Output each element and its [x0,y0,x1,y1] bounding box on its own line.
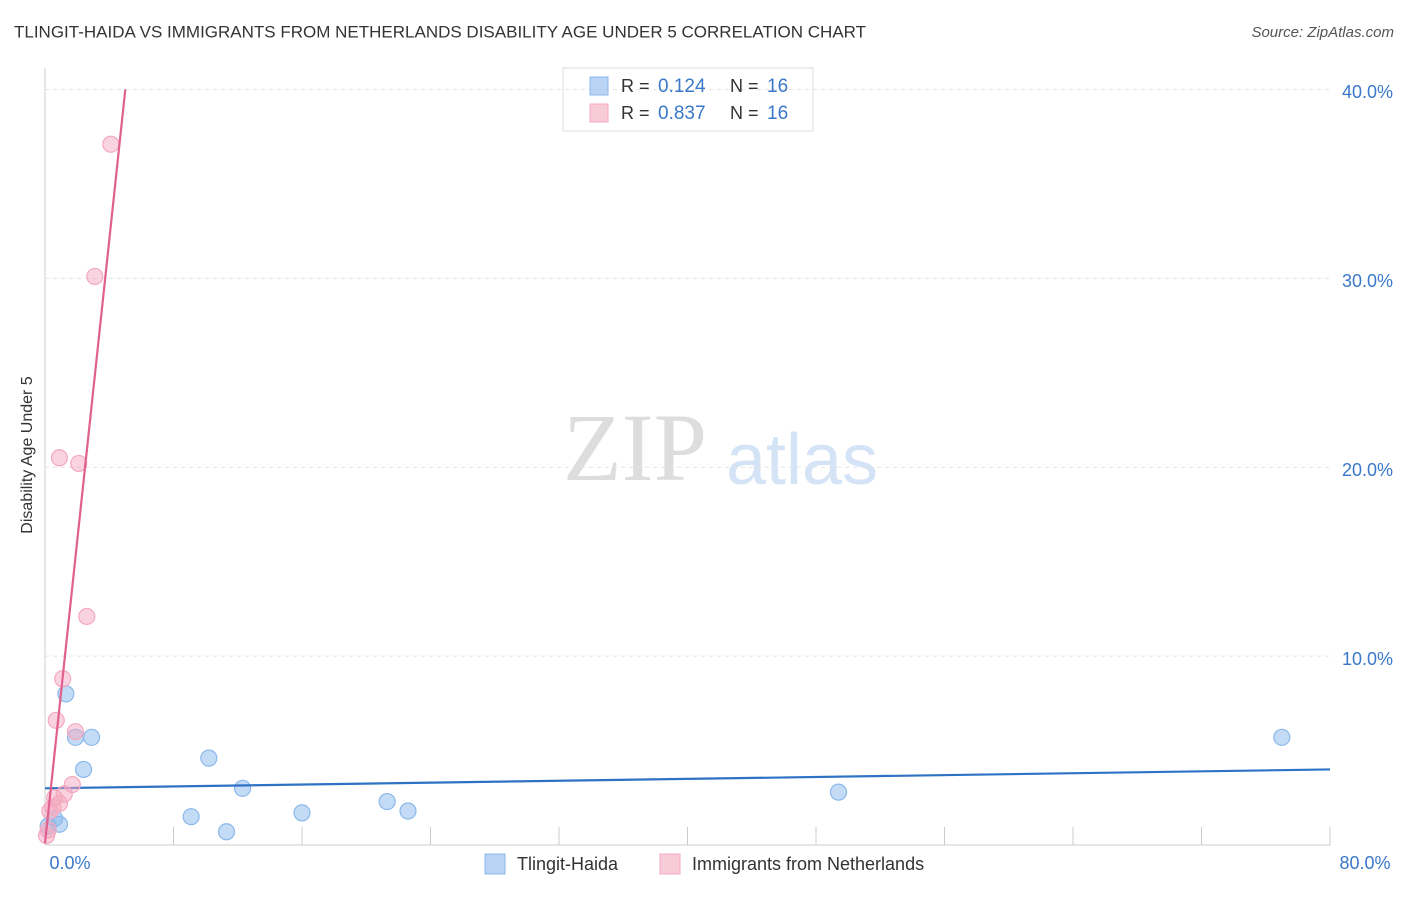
point [86,267,104,286]
point [47,711,65,729]
y-tick-label: 20.0% [1342,460,1393,480]
point [82,728,101,746]
watermark: atlas [726,420,878,500]
legend-swatch [659,853,681,875]
point [829,783,848,801]
source: Source: ZipAtlas.com [1251,24,1394,41]
legend-swatch [589,103,609,123]
x-tick-label: 0.0% [49,853,90,873]
point [1273,728,1291,746]
point [200,749,218,767]
y-axis-label: Disability Age Under 5 [19,376,36,534]
y-tick-label: 30.0% [1342,271,1393,291]
legend-label: Immigrants from Netherlands [692,854,924,874]
point [74,760,93,779]
legend-swatch [589,76,609,96]
point [70,454,88,473]
point [78,607,96,626]
trend-line [44,768,1331,790]
point [233,779,252,797]
legend-n: 16 [767,103,788,124]
point [217,823,236,841]
point [378,792,396,811]
y-tick-label: 40.0% [1342,82,1393,102]
x-tick-label: 80.0% [1339,853,1390,873]
legend-n: 16 [767,76,788,97]
watermark: ZIP [563,394,707,501]
point [293,804,311,822]
legend-label: Tlingit-Haida [517,854,619,874]
legend-r: 0.837 [658,103,706,124]
legend-n-label: N = [730,103,759,123]
point [399,802,417,820]
legend-n-label: N = [730,76,759,96]
trend-line [43,89,127,844]
chart-title: TLINGIT-HAIDA VS IMMIGRANTS FROM NETHERL… [14,22,866,41]
legend-r-label: R = [621,103,650,123]
legend-r-label: R = [621,76,650,96]
point [182,808,200,826]
legend-r: 0.124 [658,76,706,97]
legend-swatch [484,853,506,875]
point [102,135,120,153]
y-tick-label: 10.0% [1342,649,1393,669]
point [66,723,85,741]
point [50,449,69,467]
